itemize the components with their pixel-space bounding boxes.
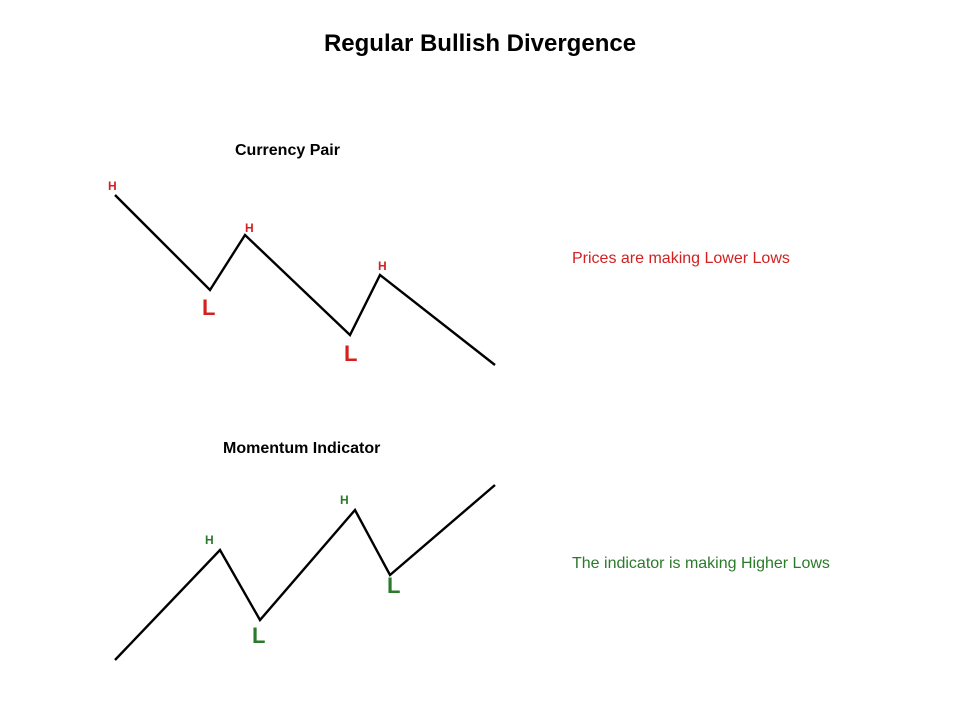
price-line-chart: [100, 175, 500, 375]
price-label-l-3: L: [202, 297, 215, 319]
momentum-label-l-2: L: [252, 625, 265, 647]
price-caption: Prices are making Lower Lows: [572, 250, 790, 268]
momentum-label-l-3: L: [387, 575, 400, 597]
price-label-h-0: H: [108, 180, 117, 192]
momentum-panel-title: Momentum Indicator: [223, 440, 380, 458]
price-panel-title: Currency Pair: [235, 142, 340, 160]
price-polyline: [115, 195, 495, 365]
price-label-l-4: L: [344, 343, 357, 365]
momentum-label-h-1: H: [340, 494, 349, 506]
momentum-caption: The indicator is making Higher Lows: [572, 555, 830, 573]
price-label-h-2: H: [378, 260, 387, 272]
price-label-h-1: H: [245, 222, 254, 234]
page-title: Regular Bullish Divergence: [0, 30, 960, 58]
momentum-line-chart: [100, 470, 500, 670]
momentum-label-h-0: H: [205, 534, 214, 546]
momentum-polyline: [115, 485, 495, 660]
